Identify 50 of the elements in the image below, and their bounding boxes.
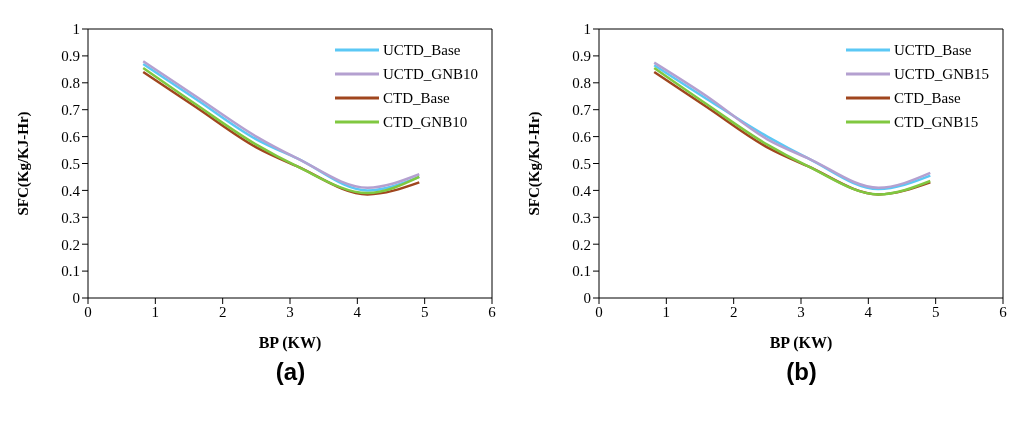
y-tick-label: 0.3 bbox=[61, 209, 80, 226]
y-tick-label: 0.9 bbox=[572, 48, 591, 65]
y-tick-label: 0.4 bbox=[61, 182, 81, 199]
y-tick-label: 0.4 bbox=[572, 182, 592, 199]
legend-label: UCTD_Base bbox=[382, 41, 461, 60]
x-axis-title: BP (KW) bbox=[258, 334, 322, 352]
y-axis-title: SFC(Kg/KJ-Hr) bbox=[526, 111, 544, 216]
y-tick-label: 0.3 bbox=[572, 209, 591, 226]
x-tick-label: 5 bbox=[931, 303, 940, 320]
text: (b) bbox=[785, 358, 818, 386]
y-tick-label: 0.1 bbox=[61, 263, 80, 280]
legend-label: CTD_Base bbox=[893, 89, 961, 108]
y-tick-label: 0.1 bbox=[572, 263, 591, 280]
y-tick-label: 0 bbox=[583, 290, 591, 307]
y-tick-label: 1 bbox=[583, 21, 591, 38]
y-tick-label: 0.6 bbox=[61, 128, 81, 145]
y-tick-label: 0.7 bbox=[61, 102, 81, 119]
x-axis-title: BP (KW) bbox=[769, 334, 833, 352]
y-tick-label: 0 bbox=[72, 290, 80, 307]
x-tick-label: 2 bbox=[218, 303, 227, 320]
x-tick-label: 0 bbox=[84, 303, 92, 320]
x-tick-label: 6 bbox=[488, 303, 497, 320]
legend-label: UCTD_Base bbox=[893, 41, 972, 60]
x-tick-label: 3 bbox=[797, 303, 805, 320]
y-tick-label: 0.2 bbox=[572, 236, 591, 253]
x-tick-label: 6 bbox=[999, 303, 1008, 320]
y-tick-label: 0.6 bbox=[572, 128, 592, 145]
x-tick-label: 3 bbox=[286, 303, 294, 320]
y-tick-label: 0.5 bbox=[61, 155, 80, 172]
x-tick-label: 4 bbox=[353, 303, 362, 320]
y-tick-label: 0.8 bbox=[61, 75, 80, 92]
y-tick-label: 0.8 bbox=[572, 75, 591, 92]
x-tick-label: 2 bbox=[729, 303, 738, 320]
x-tick-label: 0 bbox=[595, 303, 603, 320]
text: (a) bbox=[274, 358, 307, 386]
y-tick-label: 0.7 bbox=[572, 102, 592, 119]
x-tick-label: 4 bbox=[864, 303, 873, 320]
x-tick-label: 5 bbox=[420, 303, 429, 320]
legend-label: UCTD_GNB10 bbox=[382, 65, 478, 84]
x-tick-label: 1 bbox=[662, 303, 671, 320]
y-tick-label: 1 bbox=[72, 21, 80, 38]
legend-label: CTD_Base bbox=[382, 89, 450, 108]
y-tick-label: 0.9 bbox=[61, 48, 80, 65]
y-tick-label: 0.5 bbox=[572, 155, 591, 172]
legend-label: UCTD_GNB15 bbox=[893, 65, 989, 84]
legend-label: CTD_GNB15 bbox=[893, 113, 979, 132]
y-axis-title: SFC(Kg/KJ-Hr) bbox=[15, 111, 33, 216]
y-tick-label: 0.2 bbox=[61, 236, 80, 253]
legend-label: CTD_GNB10 bbox=[382, 113, 468, 132]
x-tick-label: 1 bbox=[151, 303, 160, 320]
